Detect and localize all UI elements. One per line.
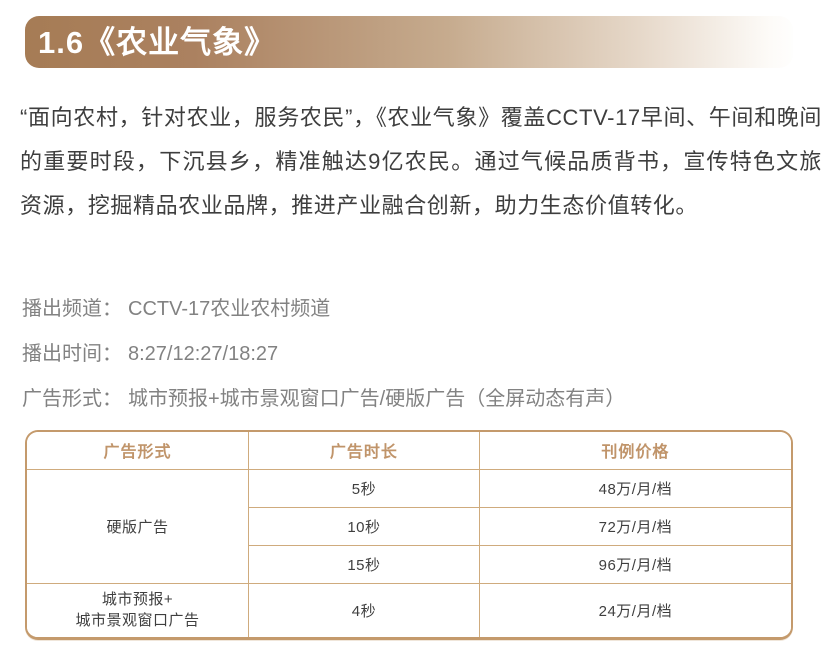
- info-channel: 播出频道： CCTV-17农业农村频道: [22, 299, 822, 319]
- cell-form-hard-ad: 硬版广告: [27, 468, 250, 584]
- header-ad-duration: 广告时长: [248, 432, 480, 470]
- cell-duration: 10秒: [248, 506, 480, 546]
- cell-duration: 5秒: [248, 468, 480, 508]
- table-row: 硬版广告 5秒 48万/月/档: [27, 468, 791, 584]
- cell-duration: 4秒: [248, 582, 480, 637]
- table-row: 城市预报+ 城市景观窗口广告 4秒 24万/月/档: [27, 582, 791, 637]
- cell-form-city-window: 城市预报+ 城市景观窗口广告: [27, 582, 250, 637]
- header-rate-price: 刊例价格: [478, 432, 791, 470]
- info-time-label: 播出时间：: [22, 343, 122, 365]
- table-header-row: 广告形式 广告时长 刊例价格: [27, 432, 791, 470]
- cell-price: 96万/月/档: [478, 544, 791, 584]
- header-ad-format: 广告形式: [27, 432, 250, 470]
- info-channel-value: CCTV-17农业农村频道: [128, 298, 331, 320]
- rate-table: 广告形式 广告时长 刊例价格 硬版广告 5秒 48万/月/档 10秒 72万/月…: [27, 432, 791, 637]
- broadcast-info: 播出频道： CCTV-17农业农村频道 播出时间： 8:27/12:27/18:27…: [22, 299, 822, 434]
- table-row: 10秒 72万/月/档: [27, 506, 791, 546]
- table-row: 15秒 96万/月/档: [27, 544, 791, 584]
- section-title: 1.6《农业气象》: [38, 24, 277, 60]
- cell-price: 24万/月/档: [478, 582, 791, 637]
- cell-price: 48万/月/档: [478, 468, 791, 508]
- info-ad-format: 广告形式： 城市预报+城市景观窗口广告/硬版广告（全屏动态有声）: [22, 389, 822, 409]
- cell-duration: 15秒: [248, 544, 480, 584]
- section-banner: 1.6《农业气象》: [25, 16, 793, 68]
- info-channel-label: 播出频道：: [22, 298, 122, 320]
- intro-paragraph: “面向农村，针对农业，服务农民”，《农业气象》覆盖CCTV-17早间、午间和晚间…: [20, 105, 822, 218]
- info-time: 播出时间： 8:27/12:27/18:27: [22, 344, 822, 364]
- rate-table-container: 广告形式 广告时长 刊例价格 硬版广告 5秒 48万/月/档 10秒 72万/月…: [25, 430, 793, 640]
- info-time-value: 8:27/12:27/18:27: [128, 343, 279, 365]
- cell-price: 72万/月/档: [478, 506, 791, 546]
- info-ad-format-label: 广告形式：: [22, 388, 122, 410]
- info-ad-format-value: 城市预报+城市景观窗口广告/硬版广告（全屏动态有声）: [128, 388, 626, 410]
